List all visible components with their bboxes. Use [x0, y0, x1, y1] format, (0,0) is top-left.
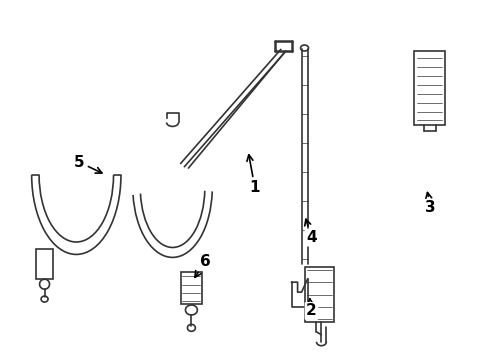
Text: 5: 5 [74, 155, 102, 173]
Bar [414, 51, 445, 125]
Text: 2: 2 [306, 299, 317, 319]
Text: 3: 3 [425, 193, 436, 215]
Text: 6: 6 [195, 254, 211, 277]
Bar [36, 249, 53, 279]
Bar [305, 267, 334, 322]
Bar [180, 272, 202, 304]
Text: 1: 1 [247, 155, 260, 195]
Text: 4: 4 [305, 219, 317, 245]
